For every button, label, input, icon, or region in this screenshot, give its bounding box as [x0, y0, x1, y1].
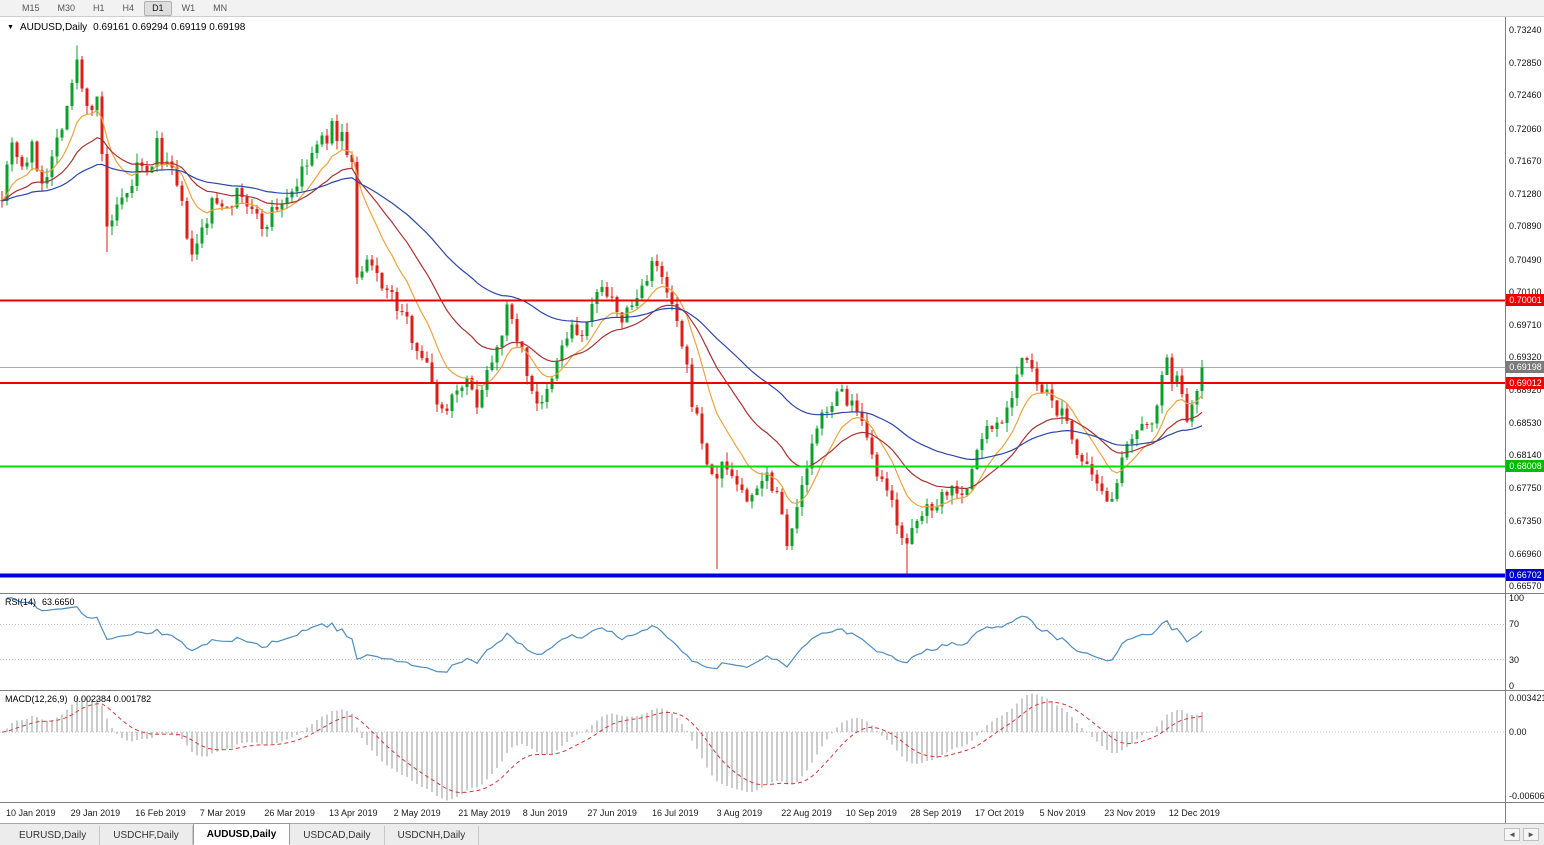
- macd-values: 0.002384 0.001782: [73, 694, 152, 704]
- price-tick-label: 0.72460: [1509, 90, 1542, 100]
- macd-panel[interactable]: MACD(12,26,9) 0.002384 0.001782: [0, 690, 1505, 802]
- chart-ohlc-values: 0.69161 0.69294 0.69119 0.69198: [93, 22, 246, 33]
- price-level-tag: 0.69012: [1506, 377, 1544, 389]
- tabs-scroll-right-button[interactable]: ►: [1523, 828, 1539, 841]
- timeframe-button-mn[interactable]: MN: [213, 2, 228, 13]
- tab-usdcad-daily[interactable]: USDCAD,Daily: [290, 826, 385, 845]
- tab-eurusd-daily[interactable]: EURUSD,Daily: [6, 826, 101, 845]
- date-axis-label: 16 Jul 2019: [652, 808, 699, 818]
- date-axis-label: 5 Nov 2019: [1039, 808, 1086, 818]
- tab-scroll-controls: ◄ ►: [1504, 828, 1544, 845]
- chart-tabs: EURUSD,Daily USDCHF,Daily AUDUSD,Daily USDC…: [6, 823, 480, 845]
- chart-tab-bar: EURUSD,Daily USDCHF,Daily AUDUSD,Daily USDC…: [0, 823, 1544, 845]
- date-axis-label: 23 Nov 2019: [1104, 808, 1156, 818]
- price-tick-label: 0.72850: [1509, 58, 1542, 68]
- price-tick-label: 0.66960: [1509, 549, 1542, 559]
- price-tick-label: 0.69320: [1509, 352, 1542, 362]
- tab-audusd-daily[interactable]: AUDUSD,Daily: [192, 823, 291, 845]
- price-tick-label: 0.66570: [1509, 581, 1542, 591]
- price-tick-label: 0.68530: [1509, 418, 1542, 428]
- rsi-label: RSI(14) 63.6650: [5, 597, 75, 607]
- date-axis-label: 12 Dec 2019: [1168, 808, 1220, 818]
- macd-scale-label: 0.003421: [1509, 693, 1544, 703]
- rsi-value: 63.6650: [42, 597, 75, 607]
- rsi-scale-label: 0: [1509, 681, 1515, 691]
- date-axis-label: 16 Feb 2019: [135, 808, 186, 818]
- candlestick-chart[interactable]: [0, 17, 1505, 593]
- date-axis-label: 13 Apr 2019: [329, 808, 378, 818]
- date-axis[interactable]: 10 Jan 2019 29 Jan 2019 16 Feb 2019 7 Mar 2…: [0, 802, 1505, 823]
- tab-usdcnh-daily[interactable]: USDCNH,Daily: [385, 826, 480, 845]
- timeframe-button-d1[interactable]: D1: [144, 0, 172, 16]
- rsi-scale-label: 70: [1509, 619, 1520, 629]
- price-panel[interactable]: ▼ AUDUSD,Daily 0.69161 0.69294 0.69119 0…: [0, 17, 1505, 593]
- price-level-tag: 0.66702: [1506, 569, 1544, 581]
- price-tick-label: 0.70490: [1509, 255, 1542, 265]
- chart-title: ▼ AUDUSD,Daily 0.69161 0.69294 0.69119 0…: [7, 22, 245, 33]
- price-level-tag: 0.70001: [1506, 294, 1544, 306]
- price-tick-label: 0.70890: [1509, 221, 1542, 231]
- date-axis-label: 2 May 2019: [393, 808, 441, 818]
- timeframe-button-w1[interactable]: W1: [181, 2, 196, 13]
- date-axis-label: 7 Mar 2019: [199, 808, 246, 818]
- timeframe-toolbar: M15 M30 H1 H4 D1 W1 MN: [0, 0, 1544, 17]
- rsi-panel[interactable]: RSI(14) 63.6650: [0, 593, 1505, 690]
- price-tick-label: 0.68140: [1509, 450, 1542, 460]
- price-tick-label: 0.67750: [1509, 483, 1542, 493]
- rsi-chart[interactable]: [0, 594, 1505, 690]
- price-level-tag: 0.68008: [1506, 460, 1544, 472]
- timeframe-button-m15[interactable]: M15: [22, 2, 40, 13]
- macd-scale-label: -0.0060695: [1509, 791, 1544, 801]
- price-tick-label: 0.72060: [1509, 124, 1542, 134]
- date-axis-label: 3 Aug 2019: [716, 808, 763, 818]
- scale-separator: [1506, 690, 1544, 691]
- macd-label: MACD(12,26,9) 0.002384 0.001782: [5, 694, 151, 704]
- date-axis-label: 28 Sep 2019: [910, 808, 962, 818]
- price-scale[interactable]: 0.73240 0.72850 0.72460 0.72060 0.71670 0.712…: [1505, 17, 1544, 823]
- date-axis-label: 17 Oct 2019: [975, 808, 1025, 818]
- rsi-scale-label: 30: [1509, 655, 1520, 665]
- timeframe-button-h1[interactable]: H1: [93, 2, 105, 13]
- date-axis-label: 10 Sep 2019: [845, 808, 897, 818]
- tab-usdchf-daily[interactable]: USDCHF,Daily: [100, 826, 193, 845]
- date-axis-label: 27 Jun 2019: [587, 808, 637, 818]
- price-tick-label: 0.70100: [1509, 287, 1542, 297]
- price-tick-label: 0.67350: [1509, 516, 1542, 526]
- date-axis-label: 22 Aug 2019: [781, 808, 832, 818]
- date-axis-label: 21 May 2019: [458, 808, 511, 818]
- timeframe-button-h4[interactable]: H4: [122, 2, 135, 13]
- macd-scale-label: 0.00: [1509, 727, 1527, 737]
- date-axis-label: 26 Mar 2019: [264, 808, 315, 818]
- price-tick-label: 0.71280: [1509, 189, 1542, 199]
- tabs-scroll-left-button[interactable]: ◄: [1504, 828, 1521, 841]
- rsi-name: RSI(14): [5, 597, 37, 607]
- price-tick-label: 0.68920: [1509, 385, 1542, 395]
- price-tick-label: 0.69710: [1509, 320, 1542, 330]
- current-price-tag: 0.69198: [1506, 361, 1544, 373]
- symbol-dropdown-icon[interactable]: ▼: [7, 23, 14, 31]
- rsi-scale-label: 100: [1509, 593, 1525, 603]
- timeframe-button-m30[interactable]: M30: [57, 2, 76, 13]
- scale-separator: [1506, 593, 1544, 594]
- chart-symbol-label: AUDUSD,Daily: [19, 22, 88, 33]
- date-axis-label: 29 Jan 2019: [70, 808, 121, 818]
- date-axis-label: 10 Jan 2019: [6, 808, 56, 818]
- scale-separator: [1506, 802, 1544, 803]
- price-tick-label: 0.71670: [1509, 156, 1542, 166]
- date-axis-label: 8 Jun 2019: [522, 808, 568, 818]
- macd-name: MACD(12,26,9): [5, 694, 68, 704]
- price-tick-label: 0.73240: [1509, 25, 1542, 35]
- macd-chart[interactable]: [0, 691, 1505, 802]
